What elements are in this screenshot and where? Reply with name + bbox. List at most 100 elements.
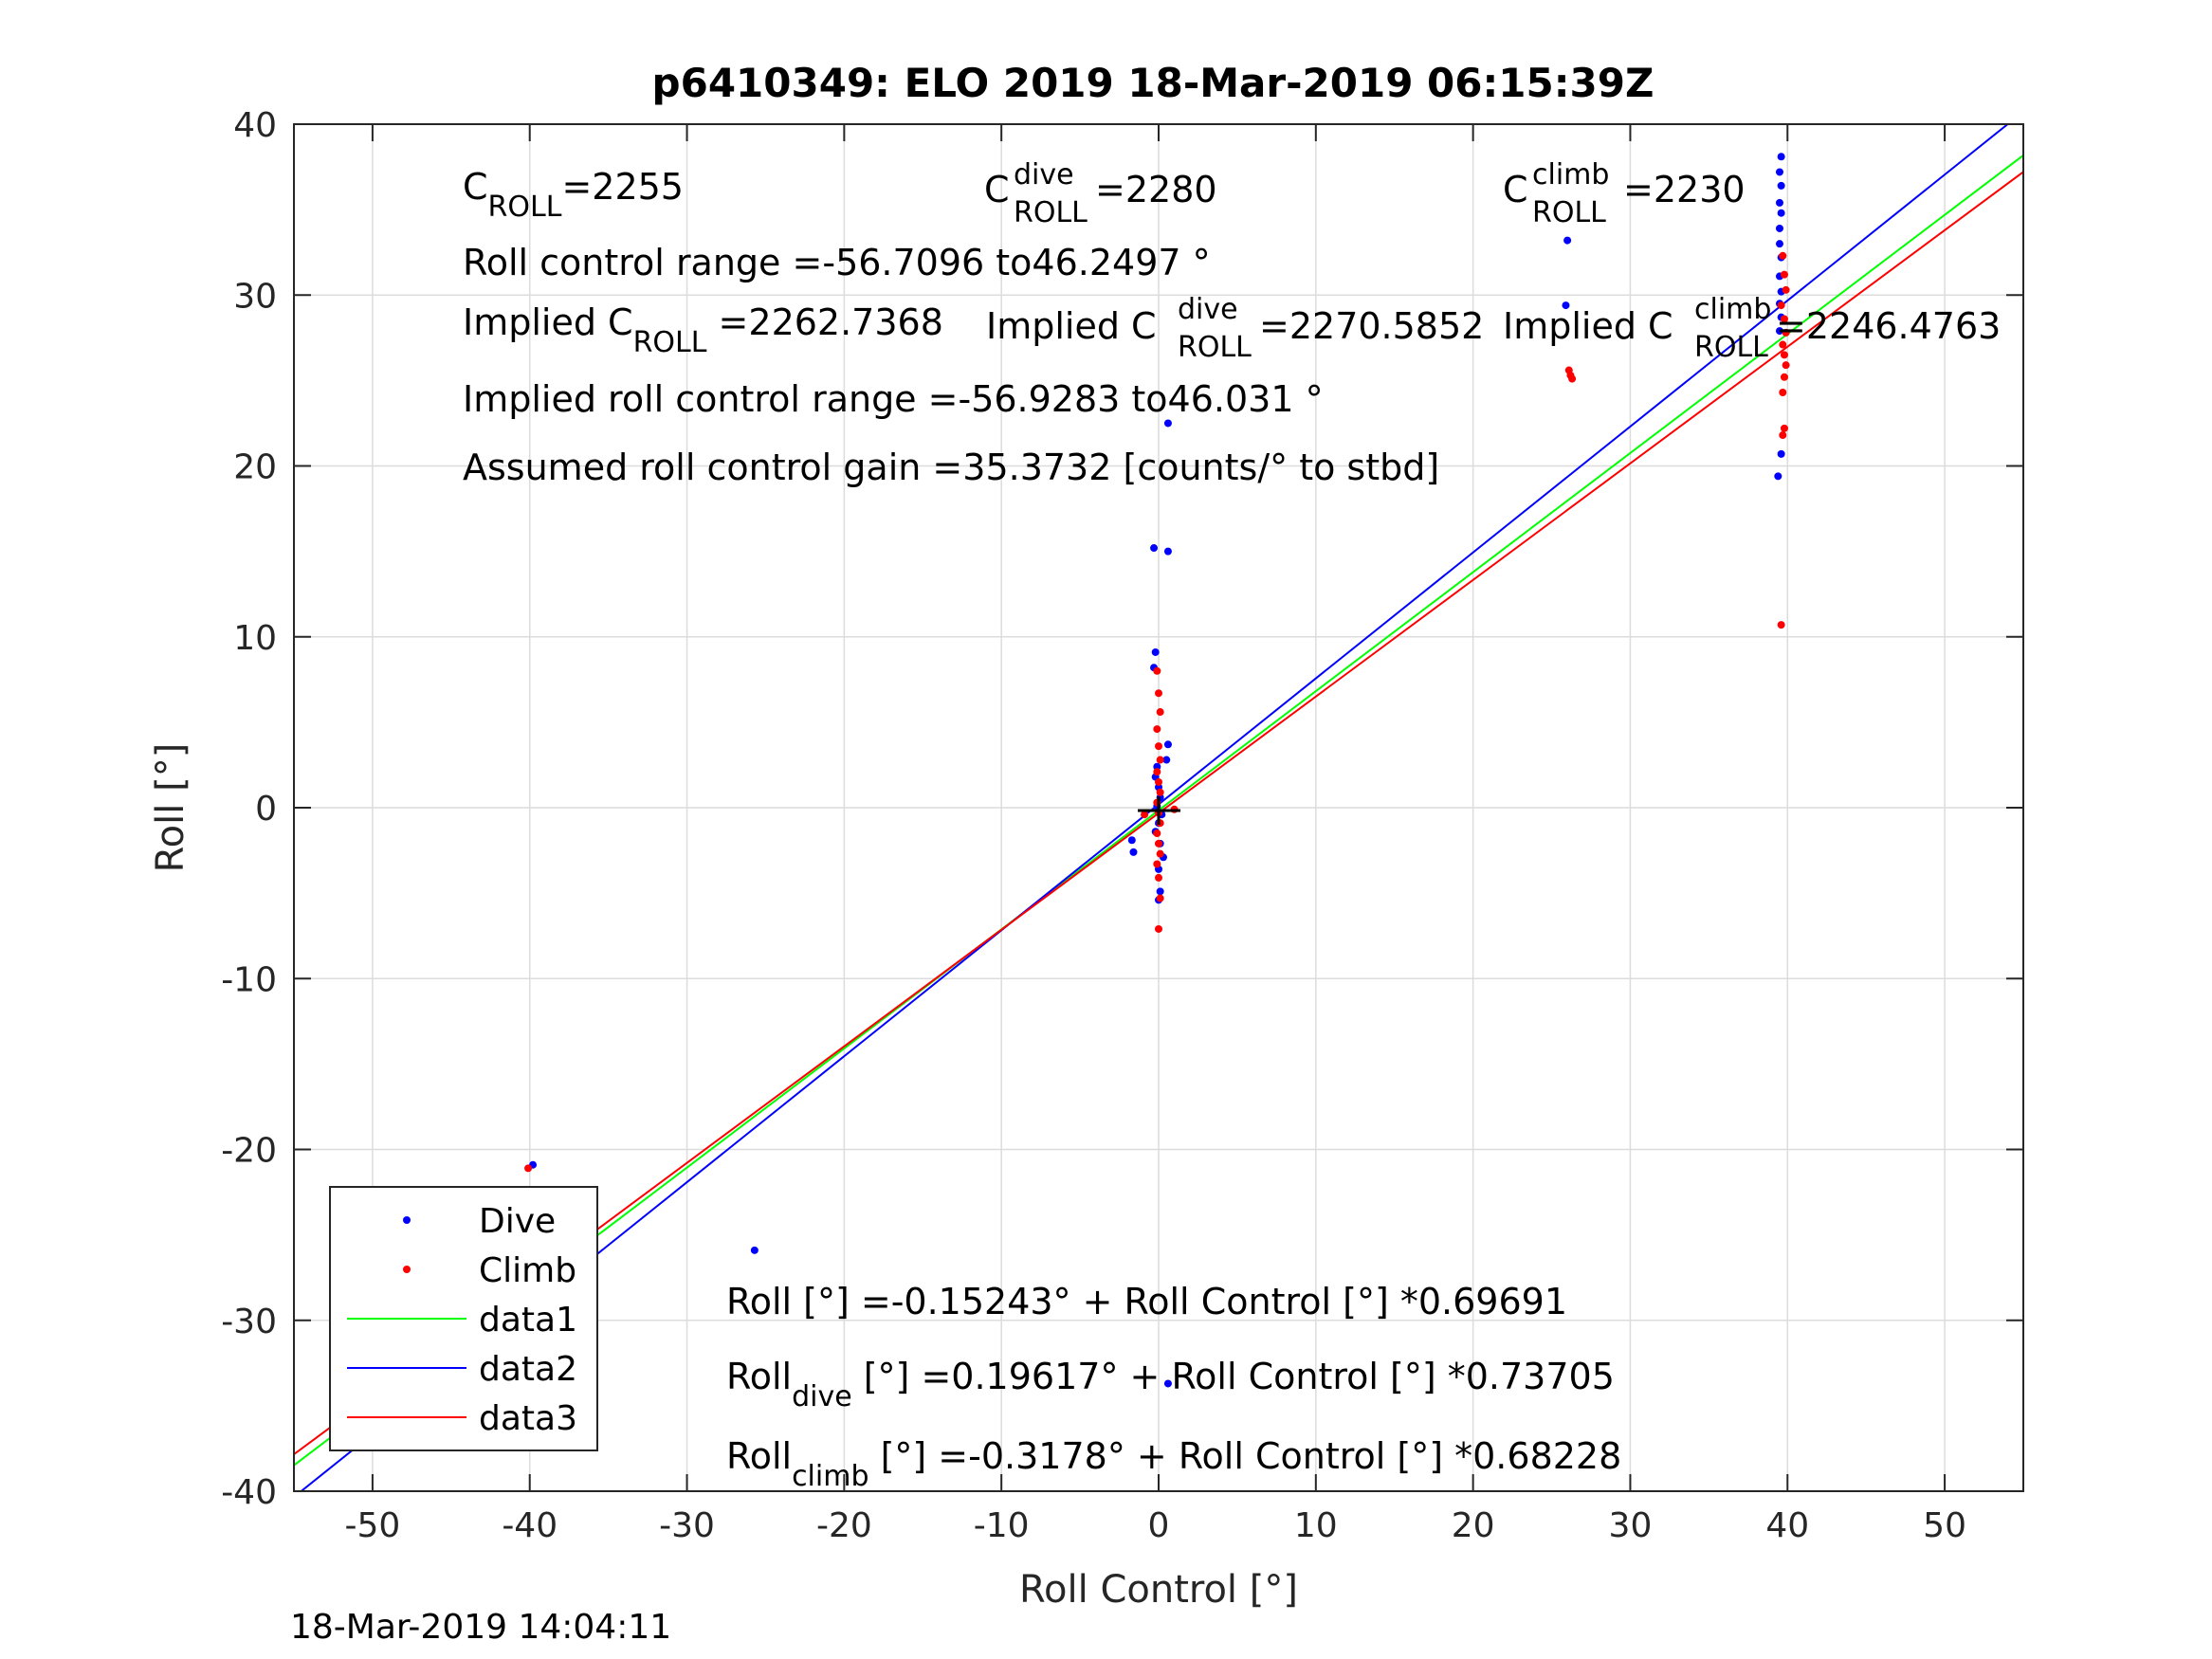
legend-swatch-climb <box>403 1266 411 1273</box>
climb-point <box>1156 708 1164 717</box>
implied-cdive-annotation: Implied C dive ROLL =2270.5852 <box>986 293 1484 364</box>
cclimb-base: C <box>1503 169 1528 210</box>
legend-label-data3: data3 <box>479 1399 577 1438</box>
climb-point <box>1782 328 1790 337</box>
dive-point <box>1163 1379 1172 1388</box>
climb-point <box>1779 340 1787 349</box>
dive-point <box>1162 756 1171 764</box>
implied-cdive-val: =2270.5852 <box>1259 305 1484 347</box>
fit-equation-dive: Rolldive [°] =0.19617° + Roll Control [°… <box>726 1356 1615 1413</box>
dive-point <box>1777 153 1785 161</box>
x-axis-label: Roll Control [°] <box>1019 1568 1298 1612</box>
legend-label-data1: data1 <box>479 1301 577 1340</box>
y-tick-label: 40 <box>233 106 277 145</box>
climb-point <box>1779 431 1787 440</box>
climb-point <box>1777 621 1785 629</box>
y-tick-label: 0 <box>255 790 277 829</box>
climb-point <box>1155 839 1162 848</box>
y-tick-labels: -40 -30 -20 -10 0 10 20 30 40 <box>221 106 277 1512</box>
dive-point <box>1775 224 1783 232</box>
climb-point <box>1156 849 1164 858</box>
climb-point <box>1155 742 1162 751</box>
cdive-base: C <box>984 169 1010 210</box>
climb-point <box>1153 860 1161 868</box>
x-tick-label: -20 <box>816 1506 872 1545</box>
y-tick-label: -30 <box>221 1303 277 1341</box>
plot-frame <box>293 123 2024 1492</box>
y-tick-label: 30 <box>233 277 277 316</box>
cclimb-sup: climb <box>1532 158 1609 191</box>
axis-ticks <box>294 123 2023 1492</box>
implied-cclimb-sub: ROLL <box>1694 331 1768 364</box>
cdive-val: =2280 <box>1095 169 1217 210</box>
dive-point <box>1563 236 1572 245</box>
fit-equation-climb: Rollclimb [°] =-0.3178° + Roll Control [… <box>726 1435 1621 1493</box>
dive-point <box>1562 301 1570 310</box>
climb-point <box>1566 371 1575 379</box>
x-tick-label: -30 <box>659 1506 715 1545</box>
legend-label-climb: Climb <box>479 1251 576 1290</box>
climb-point <box>1153 830 1161 838</box>
gain-text: Assumed roll control gain =35.3732 [coun… <box>463 447 1439 488</box>
implied-range-text: Implied roll control range =-56.9283 to4… <box>463 378 1324 420</box>
climb-point <box>524 1164 533 1173</box>
dive-point <box>750 1246 759 1254</box>
climb-point <box>1780 373 1788 381</box>
chart-title: p6410349: ELO 2019 18-Mar-2019 06:15:39Z <box>652 60 1654 106</box>
implied-cdive-sup: dive <box>1178 293 1238 326</box>
climb-point <box>1156 788 1164 796</box>
cclimb-sub: ROLL <box>1532 196 1606 229</box>
cdive-sup: dive <box>1014 158 1074 191</box>
legend: Dive Climb data1 data2 data3 <box>329 1186 598 1451</box>
origin-marker <box>1138 796 1180 825</box>
dive-point <box>1163 419 1172 428</box>
climb-point <box>1777 301 1785 310</box>
climb-point <box>1153 725 1161 734</box>
cdive-sub: ROLL <box>1014 196 1088 229</box>
dive-point <box>1163 547 1172 556</box>
croll-annotation: CROLL=2255 <box>463 166 684 224</box>
dive-point <box>1156 887 1164 896</box>
y-tick-label: -10 <box>221 960 277 999</box>
climb-point <box>1141 811 1149 819</box>
x-tick-label: 30 <box>1609 1506 1653 1545</box>
x-tick-label: -10 <box>974 1506 1030 1545</box>
dive-point <box>1777 209 1785 217</box>
implied-cclimb-sup: climb <box>1694 293 1771 326</box>
implied-cdive-pre: Implied C <box>986 305 1157 347</box>
climb-point <box>1156 894 1164 902</box>
cdive-annotation: C dive ROLL =2280 <box>984 158 1217 229</box>
dive-point <box>1775 240 1783 248</box>
dive-point <box>1129 848 1138 856</box>
implied-cclimb-val: =2246.4763 <box>1776 305 2001 347</box>
dive-point <box>1777 449 1785 458</box>
implied-croll-text: Implied CROLL =2262.7368 <box>463 301 943 359</box>
climb-point <box>1780 315 1788 323</box>
roll-control-range-text: Roll control range =-56.7096 to46.2497 ° <box>463 242 1211 283</box>
climb-point <box>1782 361 1790 370</box>
y-tick-label: -20 <box>221 1132 277 1171</box>
implied-cclimb-pre: Implied C <box>1503 305 1673 347</box>
fit-equation-all: Roll [°] =-0.15243° + Roll Control [°] *… <box>726 1281 1567 1322</box>
dive-point <box>1163 740 1172 749</box>
cclimb-annotation: C climb ROLL =2230 <box>1503 158 1746 229</box>
climb-point <box>1779 251 1787 260</box>
climb-point <box>1153 666 1161 675</box>
x-tick-label: 10 <box>1294 1506 1338 1545</box>
x-tick-label: -50 <box>345 1506 401 1545</box>
climb-point <box>1156 756 1164 764</box>
dive-point <box>1127 836 1136 845</box>
croll-text: CROLL=2255 <box>463 166 684 224</box>
x-tick-label: -40 <box>502 1506 558 1545</box>
y-tick-label: 10 <box>233 619 277 658</box>
climb-point <box>1780 351 1788 359</box>
x-tick-label: 50 <box>1923 1506 1966 1545</box>
y-tick-label: 20 <box>233 448 277 487</box>
dive-point <box>1775 198 1783 207</box>
x-tick-label: 20 <box>1452 1506 1495 1545</box>
x-tick-label: 0 <box>1148 1506 1170 1545</box>
y-tick-label: -40 <box>221 1473 277 1512</box>
dive-point <box>1775 327 1783 336</box>
dive-point <box>1150 544 1159 553</box>
